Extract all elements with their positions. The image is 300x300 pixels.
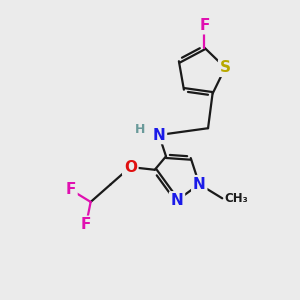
Text: O: O [124, 160, 137, 175]
Text: N: N [153, 128, 165, 142]
Text: N: N [171, 193, 183, 208]
Text: CH₃: CH₃ [225, 192, 248, 205]
Text: F: F [199, 18, 210, 33]
Text: F: F [81, 218, 91, 232]
Text: F: F [65, 182, 76, 197]
Text: N: N [193, 177, 206, 192]
Text: S: S [220, 60, 231, 75]
Text: H: H [135, 123, 146, 136]
